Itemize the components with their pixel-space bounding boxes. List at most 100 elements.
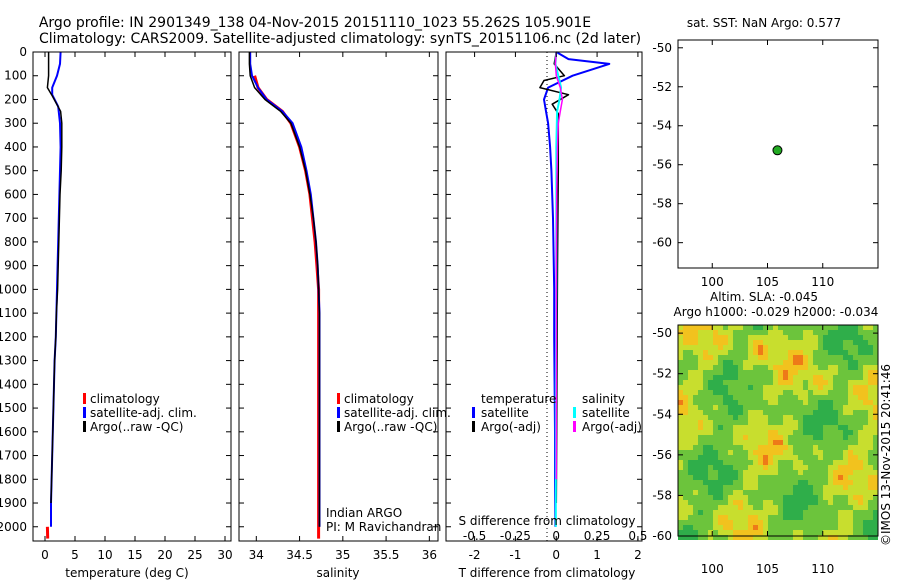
heatmap-cell — [753, 335, 758, 340]
heatmap-cell — [778, 445, 783, 450]
heatmap-cell — [873, 405, 878, 410]
heatmap-cell — [733, 400, 738, 405]
heatmap-cell — [788, 425, 793, 430]
heatmap-cell — [818, 525, 823, 530]
heatmap-cell — [723, 395, 728, 400]
heatmap-cell — [693, 430, 698, 435]
heatmap-cell — [833, 460, 838, 465]
heatmap-cell — [873, 335, 878, 340]
heatmap-cell — [738, 525, 743, 530]
heatmap-cell — [838, 340, 843, 345]
heatmap-cell — [753, 330, 758, 335]
heatmap-cell — [818, 500, 823, 505]
heatmap-cell — [758, 520, 763, 525]
heatmap-cell — [838, 390, 843, 395]
heatmap-cell — [738, 380, 743, 385]
heatmap-cell — [743, 390, 748, 395]
heatmap-cell — [843, 425, 848, 430]
heatmap-cell — [823, 355, 828, 360]
heatmap-cell — [748, 450, 753, 455]
heatmap-cell — [838, 420, 843, 425]
heatmap-cell — [873, 445, 878, 450]
altimetry-heatmap — [678, 325, 878, 540]
heatmap-cell — [688, 395, 693, 400]
heatmap-cell — [698, 510, 703, 515]
heatmap-cell — [698, 335, 703, 340]
heatmap-cell — [783, 440, 788, 445]
heatmap-cell — [678, 455, 683, 460]
heatmap-cell — [743, 495, 748, 500]
heatmap-cell — [723, 340, 728, 345]
heatmap-cell — [693, 415, 698, 420]
heatmap-cell — [763, 355, 768, 360]
heatmap-cell — [733, 415, 738, 420]
heatmap-cell — [708, 360, 713, 365]
heatmap-cell — [753, 515, 758, 520]
heatmap-cell — [703, 415, 708, 420]
heatmap-cell — [793, 445, 798, 450]
heatmap-cell — [798, 445, 803, 450]
heatmap-cell — [758, 525, 763, 530]
heatmap-cell — [713, 375, 718, 380]
heatmap-cell — [748, 455, 753, 460]
salinity-plot-frame — [238, 51, 439, 542]
heatmap-cell — [728, 335, 733, 340]
heatmap-cell — [748, 350, 753, 355]
legend-label-temperature-satellite: satellite — [481, 406, 529, 420]
heatmap-cell — [803, 365, 808, 370]
heatmap-cell — [803, 355, 808, 360]
heatmap-cell — [848, 370, 853, 375]
heatmap-cell — [698, 385, 703, 390]
heatmap-cell — [853, 470, 858, 475]
heatmap-cell — [833, 415, 838, 420]
heatmap-cell — [728, 465, 733, 470]
heatmap-cell — [823, 440, 828, 445]
heatmap-cell — [863, 340, 868, 345]
heatmap-cell — [848, 475, 853, 480]
heatmap-cell — [813, 445, 818, 450]
heatmap-cell — [863, 440, 868, 445]
heatmap-cell — [813, 525, 818, 530]
heatmap-cell — [853, 525, 858, 530]
heatmap-cell — [738, 510, 743, 515]
heatmap-cell — [848, 335, 853, 340]
depth-tick-label: 0 — [19, 45, 27, 59]
heatmap-cell — [833, 465, 838, 470]
heatmap-cell — [703, 360, 708, 365]
heatmap-cell — [813, 465, 818, 470]
heatmap-cell — [758, 535, 763, 540]
heatmap-cell — [698, 460, 703, 465]
heatmap-cell — [683, 455, 688, 460]
heatmap-cell — [703, 460, 708, 465]
heatmap-cell — [783, 365, 788, 370]
heatmap-cell — [738, 325, 743, 330]
heatmap-cell — [763, 525, 768, 530]
depth-tick-label: 600 — [4, 187, 27, 201]
heatmap-cell — [793, 515, 798, 520]
heatmap-cell — [753, 325, 758, 330]
heatmap-cell — [818, 385, 823, 390]
altimetry-panel: Altim. SLA: -0.045 Argo h1000: -0.029 h2… — [652, 290, 879, 576]
heatmap-cell — [788, 415, 793, 420]
heatmap-cell — [753, 525, 758, 530]
heatmap-cell — [683, 460, 688, 465]
heatmap-cell — [698, 350, 703, 355]
heatmap-cell — [698, 375, 703, 380]
heatmap-cell — [753, 355, 758, 360]
heatmap-cell — [853, 445, 858, 450]
heatmap-cell — [858, 495, 863, 500]
heatmap-cell — [733, 430, 738, 435]
heatmap-cell — [788, 355, 793, 360]
heatmap-cell — [808, 425, 813, 430]
heatmap-cell — [818, 350, 823, 355]
heatmap-cell — [783, 415, 788, 420]
altimetry-frame — [677, 324, 879, 537]
heatmap-cell — [738, 430, 743, 435]
heatmap-cell — [748, 470, 753, 475]
difference-plot-frame — [445, 51, 643, 542]
heatmap-cell — [838, 440, 843, 445]
heatmap-cell — [733, 515, 738, 520]
heatmap-cell — [803, 390, 808, 395]
heatmap-cell — [813, 515, 818, 520]
heatmap-cell — [693, 510, 698, 515]
